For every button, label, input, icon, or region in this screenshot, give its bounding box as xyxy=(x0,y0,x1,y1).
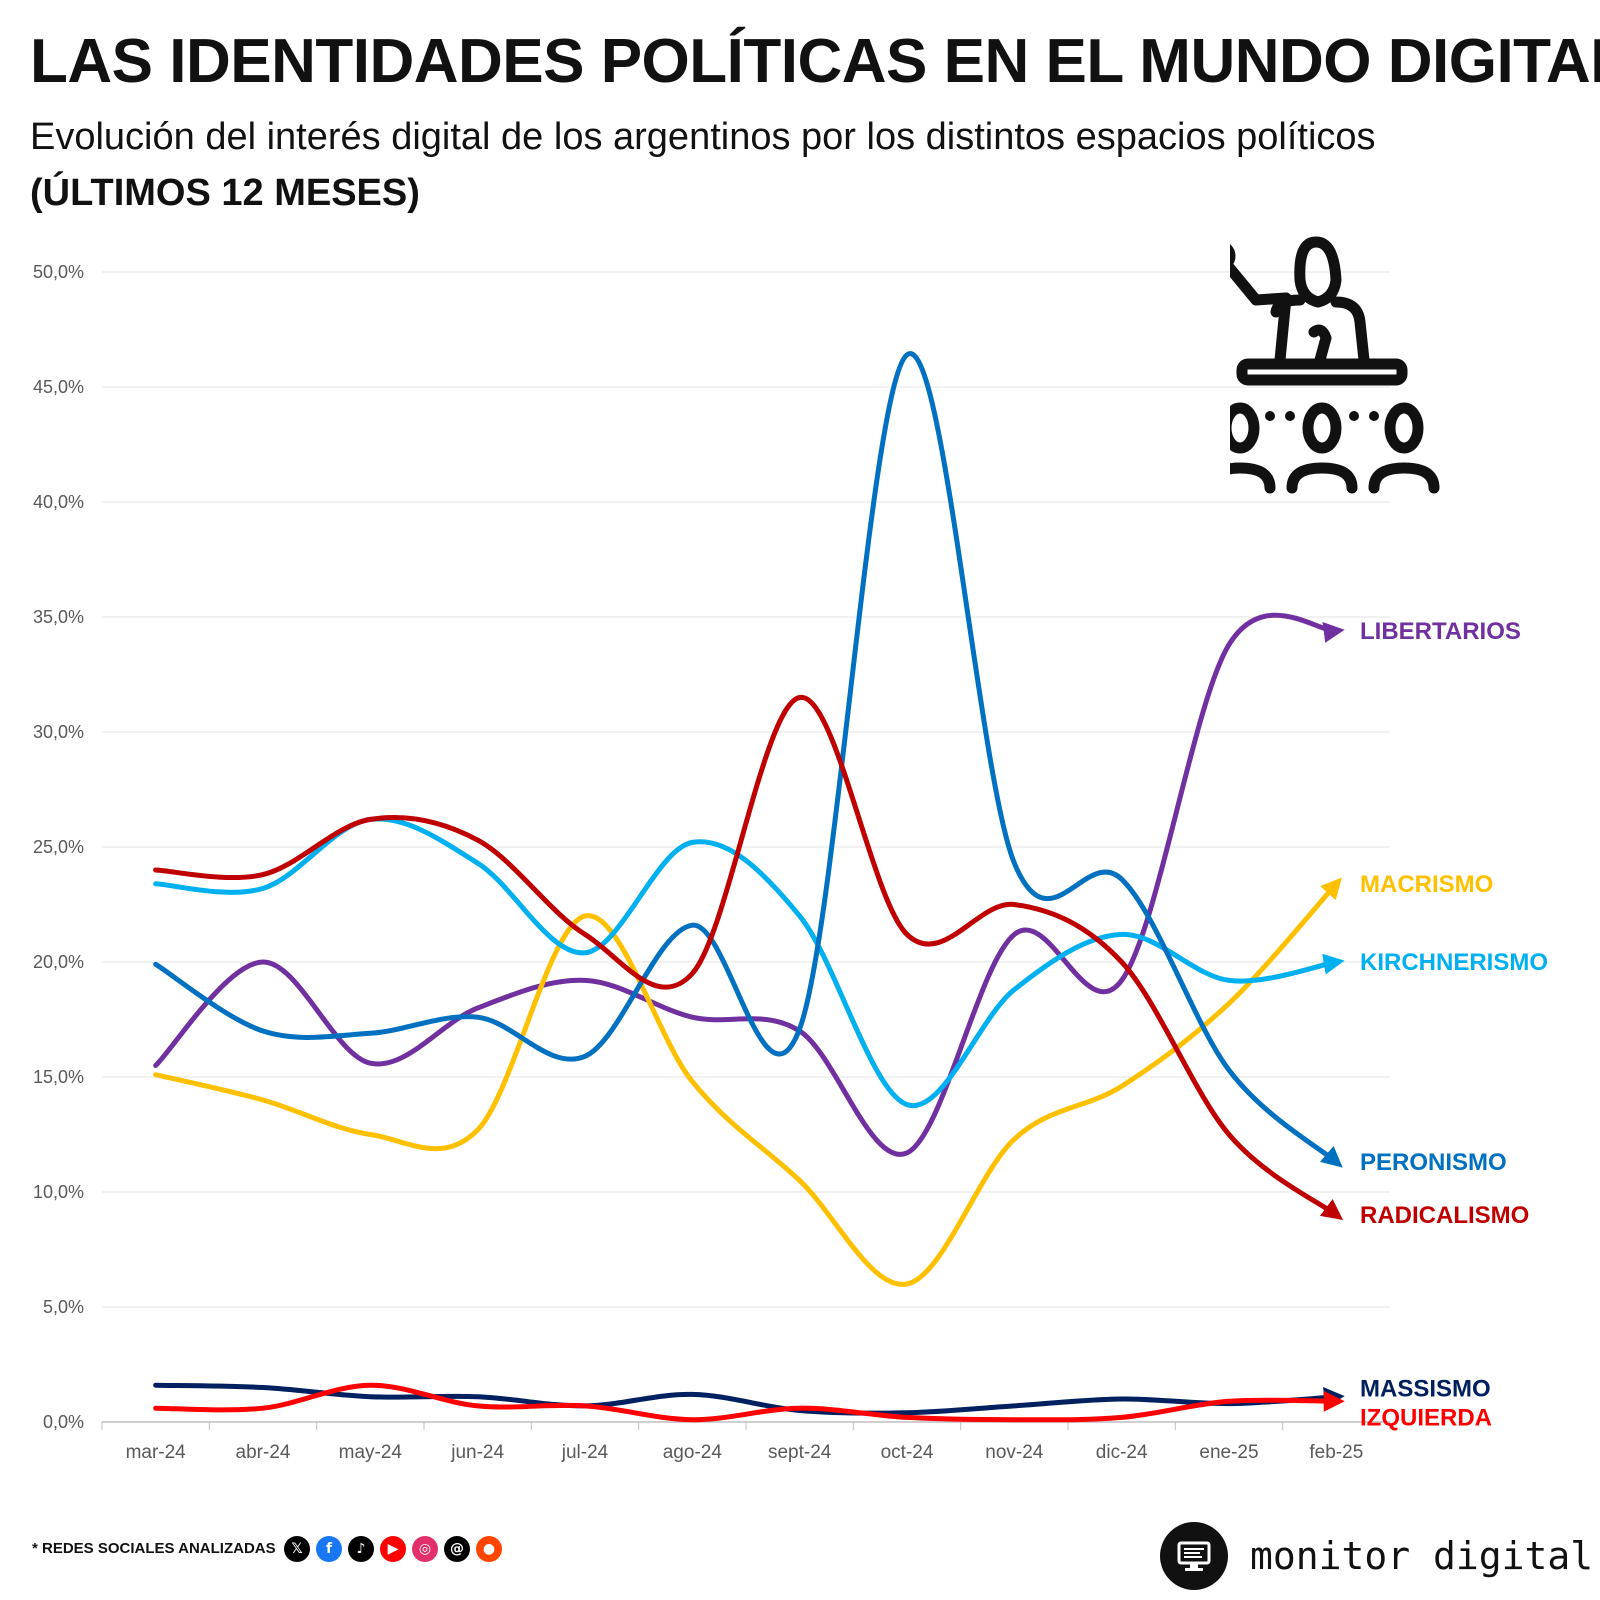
x-tick-label: dic-24 xyxy=(1096,1442,1148,1463)
y-tick-label: 15,0% xyxy=(33,1067,84,1087)
series-label-radicalismo: RADICALISMO xyxy=(1360,1202,1529,1229)
y-tick-label: 45,0% xyxy=(33,377,84,397)
y-tick-label: 25,0% xyxy=(33,837,84,857)
y-tick-label: 50,0% xyxy=(33,262,84,282)
series-label-kirchnerismo: KIRCHNERISMO xyxy=(1360,949,1548,976)
series-line-izquierda xyxy=(153,1382,1345,1423)
series-label-massismo: MASSISMO xyxy=(1360,1376,1491,1403)
x-tick-label: nov-24 xyxy=(985,1442,1044,1463)
x-tick-label: may-24 xyxy=(339,1442,403,1463)
y-tick-label: 10,0% xyxy=(33,1182,84,1202)
x-tick-label: jul-24 xyxy=(561,1442,609,1463)
brand-name: monitor digital xyxy=(1250,1534,1594,1578)
youtube-icon: ▶ xyxy=(380,1536,406,1562)
y-tick-label: 35,0% xyxy=(33,607,84,627)
page-title: LAS IDENTIDADES POLÍTICAS EN EL MUNDO DI… xyxy=(30,27,1600,96)
threads-icon: @ xyxy=(444,1536,470,1562)
monitor-logo-icon xyxy=(1160,1522,1228,1590)
page-subtitle: Evolución del interés digital de los arg… xyxy=(30,116,1376,158)
social-networks-note: * REDES SOCIALES ANALIZADAS xyxy=(32,1540,276,1557)
y-tick-label: 20,0% xyxy=(33,952,84,972)
series-line-libertarios xyxy=(153,612,1345,1157)
facebook-icon: f xyxy=(316,1536,342,1562)
series-line-massismo xyxy=(153,1382,1345,1416)
x-tick-label: feb-25 xyxy=(1309,1442,1363,1463)
y-tick-label: 40,0% xyxy=(33,492,84,512)
x-tick-label: jun-24 xyxy=(450,1442,504,1463)
series-label-peronismo: PERONISMO xyxy=(1360,1149,1507,1176)
instagram-icon: ◎ xyxy=(412,1536,438,1562)
x-tick-label: sept-24 xyxy=(768,1442,832,1463)
series-label-izquierda: IZQUIERDA xyxy=(1360,1404,1492,1431)
brand-block: monitor digital xyxy=(1160,1522,1593,1590)
series-line-peronismo xyxy=(153,351,1343,1168)
series-label-macrismo: MACRISMO xyxy=(1360,871,1493,898)
series-line-radicalismo xyxy=(153,695,1344,1221)
reddit-icon: ● xyxy=(476,1536,502,1562)
x-tick-label: ene-25 xyxy=(1199,1442,1258,1463)
series-line-macrismo xyxy=(153,877,1342,1287)
x-tick-label: oct-24 xyxy=(881,1442,934,1463)
x-tick-label: ago-24 xyxy=(663,1442,723,1463)
tiktok-icon: ♪ xyxy=(348,1536,374,1562)
series-label-libertarios: LIBERTARIOS xyxy=(1360,618,1521,645)
x-icon: 𝕏 xyxy=(284,1536,310,1562)
y-tick-label: 30,0% xyxy=(33,722,84,742)
y-tick-label: 5,0% xyxy=(43,1297,84,1317)
period-label: (ÚLTIMOS 12 MESES) xyxy=(30,172,420,214)
x-tick-label: mar-24 xyxy=(126,1442,187,1463)
x-tick-label: abr-24 xyxy=(236,1442,291,1463)
speaker-audience-icon xyxy=(1230,236,1440,494)
y-tick-label: 0,0% xyxy=(43,1412,84,1432)
